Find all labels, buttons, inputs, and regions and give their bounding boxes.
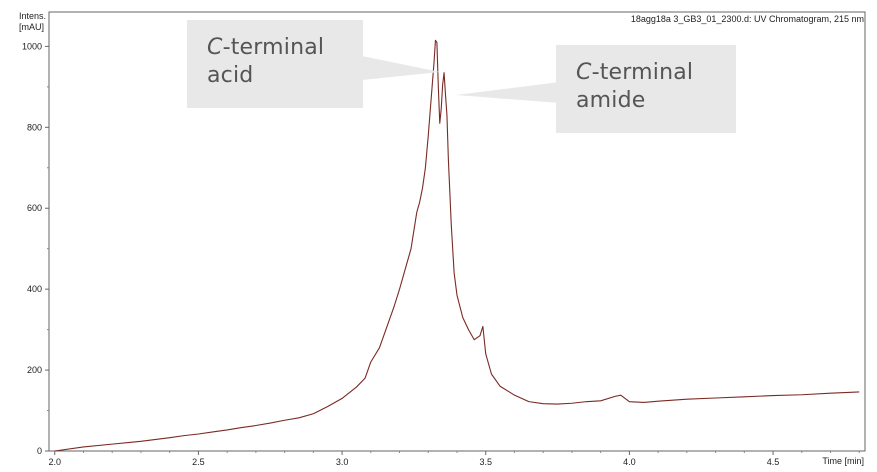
- x-tick-label: 4.5: [767, 457, 780, 467]
- chart-title: 18agg18a 3_GB3_01_2300.d: UV Chromatogra…: [631, 14, 864, 24]
- x-axis-ticks: 2.0 2.5 3.0 3.5 4.0 4.5: [48, 451, 860, 467]
- y-tick-label: 800: [27, 122, 42, 132]
- y-axis-label-line2: [mAU]: [19, 22, 44, 32]
- x-tick-label: 3.5: [479, 457, 492, 467]
- x-tick-label: 4.0: [623, 457, 636, 467]
- callout-amide-line1: C-terminal: [576, 59, 736, 87]
- x-tick-label: 2.5: [192, 457, 205, 467]
- callout-acid-line2: acid: [207, 63, 254, 88]
- series-layer: [54, 39, 860, 452]
- y-axis-ticks: 0 200 400 600 800 1000: [22, 41, 49, 456]
- callout-c-terminal-amide: C-terminal amide: [556, 45, 736, 133]
- callout-acid-line1: C-terminal: [207, 34, 363, 62]
- x-tick-label: 2.0: [48, 457, 61, 467]
- y-tick-label: 1000: [22, 41, 42, 51]
- callout-amide-italic: C: [576, 60, 592, 85]
- series-line-0: [54, 39, 860, 452]
- y-axis-label-line1: Intens.: [19, 11, 46, 21]
- callout-c-terminal-acid: C-terminal acid: [187, 20, 363, 108]
- callout-pointers: [362, 56, 560, 103]
- y-tick-label: 600: [27, 203, 42, 213]
- acid-callout-pointer: [362, 56, 440, 80]
- plot-frame: [48, 11, 866, 452]
- x-tick-label: 3.0: [336, 457, 349, 467]
- y-tick-label: 400: [27, 284, 42, 294]
- y-tick-label: 0: [37, 446, 42, 456]
- callout-amide-line2: amide: [576, 88, 646, 113]
- y-tick-label: 200: [27, 365, 42, 375]
- callout-amide-rest: -terminal: [591, 60, 694, 85]
- callout-acid-rest: -terminal: [222, 35, 325, 60]
- amide-callout-pointer: [456, 82, 560, 103]
- x-axis-label: Time [min]: [822, 456, 864, 466]
- callout-acid-italic: C: [207, 35, 223, 60]
